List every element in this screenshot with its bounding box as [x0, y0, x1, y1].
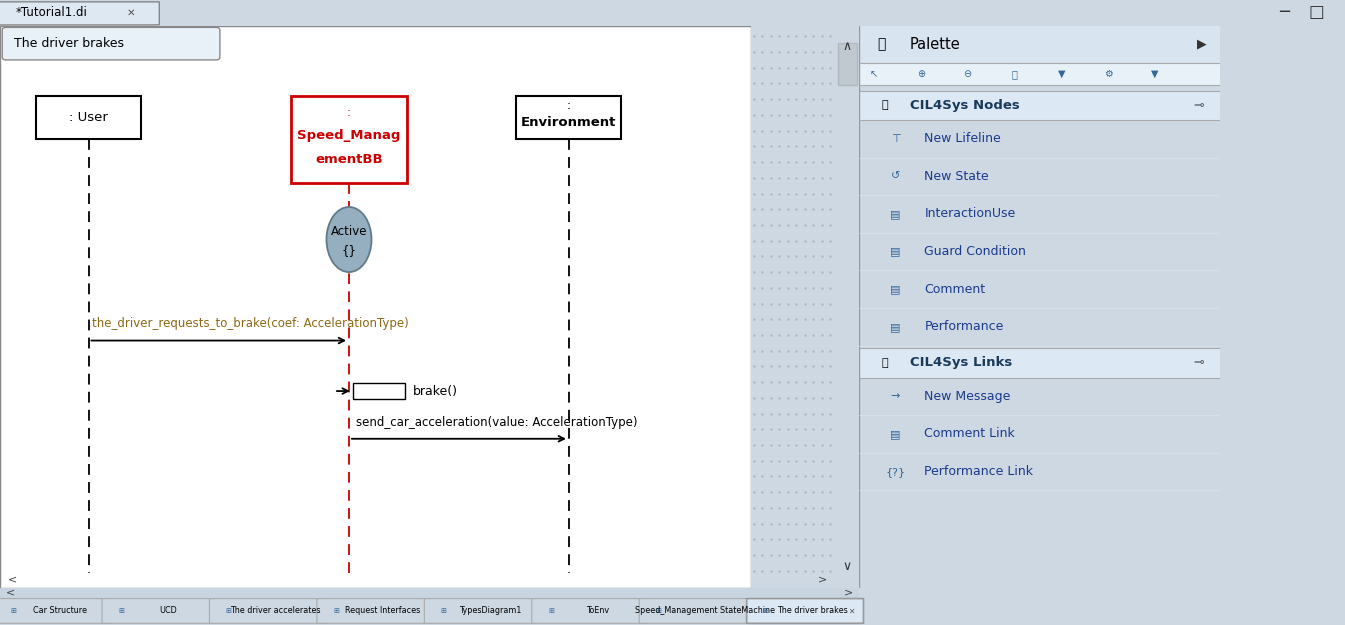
FancyBboxPatch shape — [531, 599, 648, 623]
FancyBboxPatch shape — [0, 599, 112, 623]
Text: 🔌: 🔌 — [881, 101, 888, 111]
Text: New Message: New Message — [924, 390, 1010, 403]
Text: >: > — [843, 588, 853, 598]
Text: Environment: Environment — [522, 116, 616, 129]
Text: Request Interfaces: Request Interfaces — [346, 606, 421, 616]
Text: : User: : User — [69, 111, 108, 124]
FancyBboxPatch shape — [3, 28, 219, 60]
Bar — [352, 382, 405, 399]
Text: {?}: {?} — [885, 467, 905, 477]
Bar — [516, 96, 621, 139]
Bar — [859, 62, 1220, 85]
Text: ⊞: ⊞ — [763, 608, 768, 614]
Text: brake(): brake() — [413, 384, 457, 398]
Text: Comment Link: Comment Link — [924, 428, 1015, 441]
Text: ⊸: ⊸ — [1193, 356, 1204, 369]
Text: Comment: Comment — [924, 282, 986, 296]
Text: ementBB: ementBB — [315, 152, 383, 166]
Text: Palette: Palette — [911, 37, 960, 52]
Text: Performance Link: Performance Link — [924, 465, 1033, 478]
Text: Speed_Manag: Speed_Manag — [297, 129, 401, 142]
FancyBboxPatch shape — [0, 2, 159, 25]
Bar — [0, 588, 859, 598]
Text: ↖: ↖ — [870, 69, 878, 79]
FancyBboxPatch shape — [639, 599, 756, 623]
Text: ⬜: ⬜ — [1011, 69, 1017, 79]
Text: ⊸: ⊸ — [1193, 99, 1204, 112]
Text: ⊞: ⊞ — [441, 608, 447, 614]
Text: <: < — [8, 575, 17, 585]
Text: >: > — [818, 575, 827, 585]
Text: ✕: ✕ — [128, 8, 136, 18]
Ellipse shape — [327, 207, 371, 272]
Text: ∧: ∧ — [843, 40, 851, 53]
Bar — [291, 96, 408, 183]
Text: 🔌: 🔌 — [881, 358, 888, 368]
Bar — [859, 91, 1220, 120]
Text: :: : — [566, 99, 570, 112]
Text: ▤: ▤ — [890, 322, 901, 332]
Text: Performance: Performance — [924, 320, 1003, 333]
Text: TypesDiagram1: TypesDiagram1 — [459, 606, 522, 616]
Text: ⚙: ⚙ — [1104, 69, 1112, 79]
Text: The driver accelerates: The driver accelerates — [230, 606, 320, 616]
Text: <: < — [5, 588, 15, 598]
Text: Speed_Management StateMachine: Speed_Management StateMachine — [635, 606, 775, 616]
Bar — [859, 26, 1220, 62]
Text: :: : — [347, 106, 351, 119]
Text: ▤: ▤ — [890, 284, 901, 294]
Text: ─: ─ — [1279, 2, 1290, 21]
Text: {}: {} — [342, 244, 356, 258]
Text: New Lifeline: New Lifeline — [924, 132, 1001, 145]
Text: ▤: ▤ — [890, 429, 901, 439]
Text: ⊖: ⊖ — [963, 69, 971, 79]
Bar — [859, 348, 1220, 378]
Text: InteractionUse: InteractionUse — [924, 208, 1015, 221]
Text: ⊤: ⊤ — [890, 134, 900, 144]
Text: UCD: UCD — [159, 606, 176, 616]
Text: ⊞: ⊞ — [11, 608, 16, 614]
Text: ⊞: ⊞ — [226, 608, 231, 614]
Text: Car Structure: Car Structure — [34, 606, 87, 616]
Bar — [36, 96, 141, 139]
Text: ▼: ▼ — [1057, 69, 1065, 79]
Text: 🎨: 🎨 — [877, 38, 885, 51]
Text: Active: Active — [331, 225, 367, 238]
FancyBboxPatch shape — [102, 599, 219, 623]
Text: send_car_acceleration(value: AccelerationType): send_car_acceleration(value: Acceleratio… — [356, 416, 638, 429]
Text: ▼: ▼ — [1151, 69, 1159, 79]
Text: ⊞: ⊞ — [334, 608, 339, 614]
FancyBboxPatch shape — [317, 599, 433, 623]
Text: ✕: ✕ — [849, 606, 854, 616]
FancyBboxPatch shape — [746, 599, 863, 623]
Text: ⊕: ⊕ — [917, 69, 925, 79]
Text: ToEnv: ToEnv — [586, 606, 609, 616]
Text: the_driver_requests_to_brake(coef: AccelerationType): the_driver_requests_to_brake(coef: Accel… — [93, 318, 409, 331]
Text: ⊞: ⊞ — [547, 608, 554, 614]
Text: ▤: ▤ — [890, 209, 901, 219]
Text: →: → — [890, 391, 900, 401]
Text: *Tutorial1.di: *Tutorial1.di — [15, 6, 87, 19]
Text: ⊞: ⊞ — [655, 608, 662, 614]
Text: □: □ — [1309, 2, 1325, 21]
Text: ↺: ↺ — [890, 171, 900, 181]
Text: CIL4Sys Links: CIL4Sys Links — [911, 356, 1013, 369]
Text: Guard Condition: Guard Condition — [924, 245, 1026, 258]
Text: ∨: ∨ — [843, 561, 851, 574]
Text: The driver brakes: The driver brakes — [777, 606, 847, 616]
Text: CIL4Sys Nodes: CIL4Sys Nodes — [911, 99, 1020, 112]
Bar — [838, 43, 857, 85]
Text: The driver brakes: The driver brakes — [13, 37, 124, 50]
Text: ⊞: ⊞ — [118, 608, 124, 614]
Text: New State: New State — [924, 170, 989, 183]
Text: ▤: ▤ — [890, 247, 901, 257]
FancyBboxPatch shape — [425, 599, 541, 623]
FancyBboxPatch shape — [210, 599, 327, 623]
Text: ▶: ▶ — [1197, 38, 1206, 51]
